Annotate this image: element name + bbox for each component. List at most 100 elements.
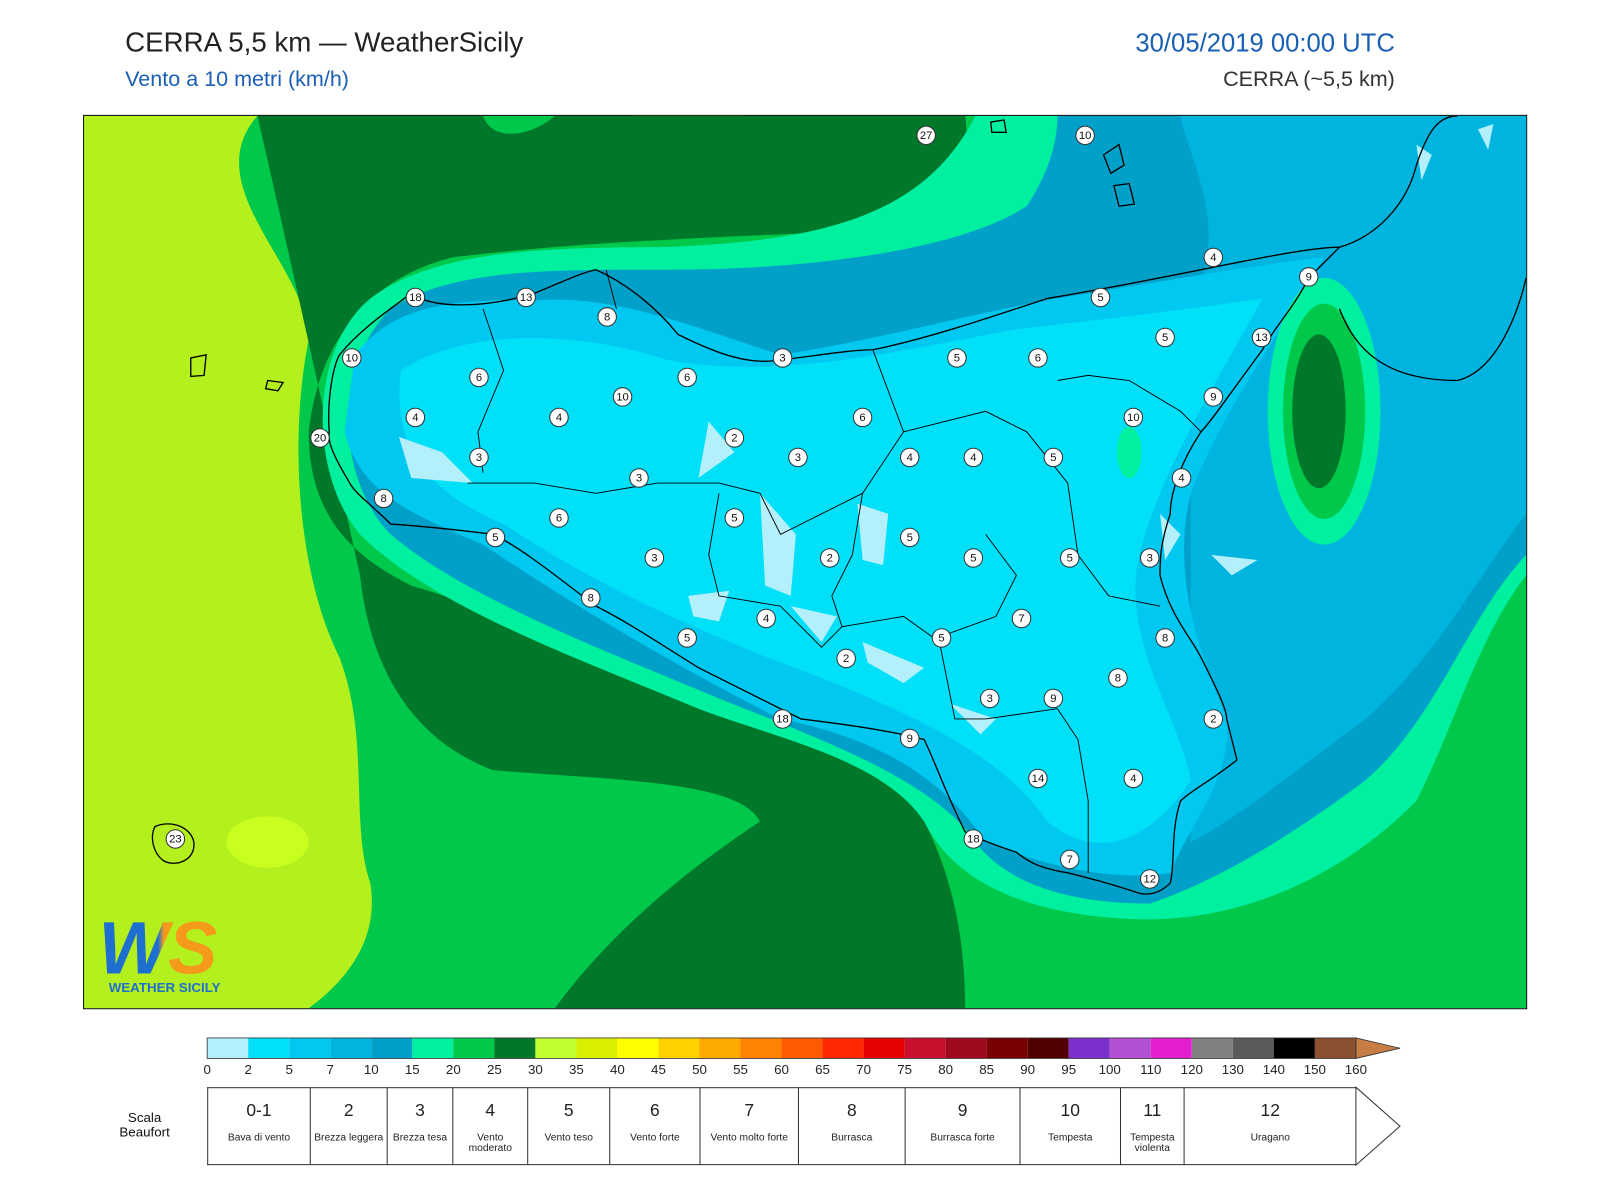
station-value: 5 [731, 512, 737, 524]
station-value: 12 [1143, 873, 1156, 885]
station-marker [1123, 768, 1144, 789]
station-value: 10 [346, 352, 359, 364]
colorbar-segment [740, 1037, 782, 1059]
station-marker [1155, 628, 1175, 648]
station-marker [899, 527, 920, 548]
colorbar-segment [412, 1037, 454, 1059]
station-value: 5 [1050, 452, 1056, 464]
colorbar-segment [822, 1037, 864, 1059]
station-value: 18 [776, 713, 789, 725]
logo-mark: WS [98, 906, 217, 989]
station: 8 [373, 488, 394, 509]
station: 5 [485, 527, 506, 548]
colorbar-tick-label: 25 [487, 1062, 502, 1077]
station: 4 [405, 407, 426, 428]
beaufort-force: 5 [563, 1100, 574, 1120]
plume [1292, 334, 1346, 489]
station: 20 [310, 428, 330, 448]
colorbar-segment [453, 1037, 495, 1059]
colorbar-segment [207, 1037, 249, 1059]
colorbar-tick-label: 20 [446, 1062, 461, 1077]
station: 5 [963, 548, 984, 568]
station-marker [1139, 869, 1160, 889]
station-marker [549, 407, 569, 428]
colorbar-segment [1191, 1037, 1233, 1059]
station: 4 [1171, 468, 1192, 488]
colorbar-segment [781, 1037, 823, 1059]
beaufort-description: Vento forte [630, 1132, 680, 1144]
station: 3 [1139, 548, 1160, 568]
station-value: 5 [684, 632, 690, 644]
beaufort-cell: 10 Tempesta [1019, 1087, 1120, 1166]
station-value: 9 [1210, 391, 1216, 403]
station-marker [947, 348, 967, 368]
station: 9 [1203, 387, 1224, 407]
beaufort-force: 12 [1260, 1100, 1280, 1120]
station: 3 [469, 447, 489, 468]
station-value: 6 [859, 412, 865, 424]
beaufort-force: 6 [650, 1100, 660, 1120]
beaufort-description: Vento teso [544, 1132, 593, 1144]
colorbar-segment [289, 1037, 331, 1059]
station-value: 5 [1067, 552, 1073, 564]
station-value: 6 [684, 372, 690, 384]
station-marker [1043, 447, 1064, 468]
station: 10 [612, 387, 633, 407]
colorbar-tick-label: 50 [692, 1062, 707, 1077]
station-value: 23 [169, 833, 182, 845]
station: 13 [516, 287, 536, 308]
colorbar-segment [1273, 1037, 1315, 1059]
station-value: 4 [970, 452, 976, 464]
station-marker [1203, 247, 1224, 268]
station: 5 [931, 628, 952, 648]
station: 9 [1043, 688, 1064, 709]
station-value: 4 [1178, 472, 1184, 484]
station-marker [1028, 768, 1048, 789]
station-value: 10 [1079, 130, 1092, 142]
station-marker [629, 468, 649, 488]
station: 8 [1155, 628, 1175, 648]
station-marker [165, 829, 186, 849]
station-marker [772, 348, 793, 368]
station: 2 [724, 428, 745, 448]
station: 10 [1075, 125, 1095, 146]
station: 2 [1203, 709, 1224, 729]
station-marker [979, 688, 1000, 709]
station: 3 [644, 548, 665, 568]
colorbar-segment [1068, 1037, 1110, 1059]
station-marker [963, 829, 984, 849]
station-value: 10 [616, 391, 629, 403]
station-value: 13 [520, 292, 533, 304]
station: 3 [772, 348, 793, 368]
colorbar-tick-label: 85 [979, 1062, 994, 1077]
beaufort-description: Uragano [1250, 1132, 1290, 1144]
colorbar-segment [904, 1037, 946, 1059]
station: 5 [1090, 287, 1111, 308]
station-value: 4 [763, 613, 769, 625]
station: 8 [597, 307, 617, 327]
colorbar-segment [248, 1037, 290, 1059]
colorbar-tick-label: 130 [1222, 1062, 1244, 1077]
station-value: 14 [1032, 773, 1045, 785]
station: 18 [772, 709, 793, 729]
colorbar-segment [371, 1037, 413, 1059]
logo-name: WEATHER SICILY [109, 980, 221, 995]
station: 23 [165, 829, 186, 849]
station-value: 10 [1127, 412, 1140, 424]
station: 9 [899, 728, 920, 749]
station-marker [469, 367, 489, 388]
station-value: 9 [1306, 271, 1312, 283]
beaufort-cell: 9 Burrasca forte [904, 1087, 1020, 1166]
station: 7 [1011, 608, 1032, 629]
station-value: 8 [1162, 632, 1168, 644]
station-value: 5 [1097, 292, 1103, 304]
colorbar: 0 2 5 7 10 15 20 25 30 35 40 45 50 55 60 65 70 75 80 85 90 95… [203, 1037, 1401, 1077]
beaufort-description: Brezza tesa [392, 1132, 448, 1144]
station-value: 7 [1067, 854, 1073, 866]
station-value: 8 [380, 493, 386, 505]
colorbar-segment [863, 1037, 905, 1059]
colorbar-tick-label: 35 [569, 1062, 584, 1077]
station-marker [1203, 387, 1224, 407]
station: 4 [899, 447, 920, 468]
station-value: 6 [476, 372, 482, 384]
